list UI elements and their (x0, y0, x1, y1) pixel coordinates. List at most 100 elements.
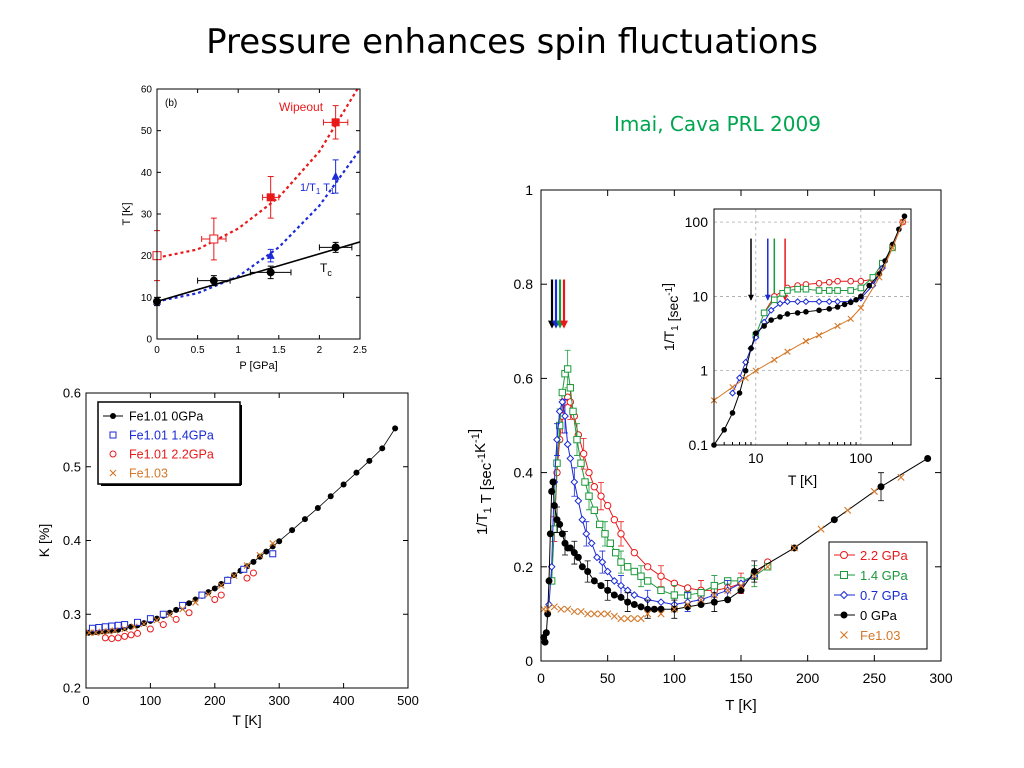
data-point (750, 572, 758, 580)
y-tick-label: 0 (146, 335, 152, 346)
inset-data-point (721, 427, 727, 433)
data-point (134, 618, 142, 626)
data-point (172, 615, 180, 623)
y-tick-label: 20 (141, 251, 153, 262)
y-axis-label: K [%] (36, 524, 52, 557)
data-point (817, 525, 825, 533)
series-points-wipeout (152, 105, 349, 282)
data-point (584, 568, 592, 576)
data-point (553, 435, 561, 444)
data-point (353, 469, 360, 476)
data-point (710, 591, 718, 599)
fit-curve-tc (157, 241, 360, 303)
y-axis-label: T [K] (121, 202, 133, 225)
inset-data-point (767, 306, 775, 314)
data-point (604, 610, 612, 618)
inset-data-point (728, 389, 737, 397)
data-point (140, 620, 148, 628)
data-point (217, 591, 225, 599)
data-point (289, 527, 296, 534)
inset-data-point (834, 322, 841, 330)
data-point (114, 634, 122, 642)
data-point (593, 553, 601, 562)
data-point (269, 550, 277, 558)
x-tick-label: 150 (729, 670, 753, 686)
inset-data-point (826, 306, 833, 312)
inset-data-point (857, 304, 865, 312)
fit-curve-t1t (157, 148, 360, 303)
data-point (331, 118, 340, 127)
data-point (205, 589, 212, 596)
data-point (684, 600, 692, 609)
y-tick-label: 50 (141, 126, 153, 137)
data-point (578, 563, 586, 571)
plot-frame (85, 392, 409, 689)
data-point (610, 612, 618, 620)
data-point (764, 563, 772, 571)
data-point (256, 553, 263, 560)
data-point (603, 567, 612, 576)
data-point (657, 572, 665, 580)
data-point (710, 581, 719, 590)
data-point (617, 530, 625, 538)
data-point (683, 584, 692, 592)
data-point (737, 586, 745, 594)
data-point (111, 627, 119, 634)
inset-data-point (736, 374, 744, 382)
inset-data-point (742, 367, 749, 374)
data-point (590, 506, 599, 514)
inset-data-point (815, 280, 823, 287)
legend-marker (839, 590, 849, 600)
data-point (581, 478, 589, 486)
inset-data-point (841, 301, 848, 308)
inset-data-point (803, 309, 809, 315)
data-point (209, 234, 219, 244)
inset-data-point (816, 307, 822, 314)
data-point (548, 487, 556, 495)
inset-data-point (802, 298, 810, 306)
series-wipeout (157, 89, 359, 259)
inset-y-tick-label: 10 (692, 288, 708, 304)
data-point (230, 572, 238, 580)
data-point (897, 473, 905, 481)
data-point (146, 615, 154, 623)
data-point (585, 468, 593, 477)
inset-data-point (866, 282, 872, 289)
x-tick-label: 50 (600, 670, 616, 686)
data-point (587, 539, 596, 548)
inset-data-point (825, 278, 833, 286)
legend: Fe1.01 0GPa Fe1.01 1.4GPa Fe1.01 2.2GPa Fe1… (97, 401, 242, 486)
data-point (556, 520, 564, 528)
y-tick-label: 0.8 (514, 276, 534, 292)
y-tick-label: 40 (141, 168, 153, 179)
data-point (218, 581, 225, 588)
x-tick-label: 400 (333, 693, 355, 708)
annotation-wipeout: Wipeout (279, 100, 324, 114)
x-tick-label: 0 (537, 670, 545, 686)
data-point (697, 600, 705, 608)
data-point (657, 605, 665, 613)
legend-marker (109, 469, 117, 477)
legend-label: 0 GPa (860, 608, 898, 623)
legend-label: Fe1.01 1.4GPa (129, 429, 214, 443)
data-point (630, 567, 639, 576)
data-point (128, 623, 135, 630)
x-tick-label: 1 (235, 345, 241, 356)
data-point (276, 538, 283, 545)
data-point (684, 603, 692, 611)
data-point (392, 425, 399, 432)
x-tick-label: 100 (140, 693, 162, 708)
data-point (637, 603, 645, 611)
legend-marker (110, 413, 116, 419)
legend-marker (109, 431, 117, 439)
inset-y-axis-label: 1/T1 [sec-1] (659, 283, 681, 351)
data-point (114, 621, 122, 629)
data-point (670, 605, 678, 613)
data-point (550, 603, 558, 611)
data-point (159, 621, 167, 629)
data-point (604, 586, 612, 594)
y-tick-label: 0.3 (63, 607, 81, 622)
data-point (108, 622, 116, 630)
data-point (566, 454, 575, 463)
data-point (108, 635, 116, 643)
